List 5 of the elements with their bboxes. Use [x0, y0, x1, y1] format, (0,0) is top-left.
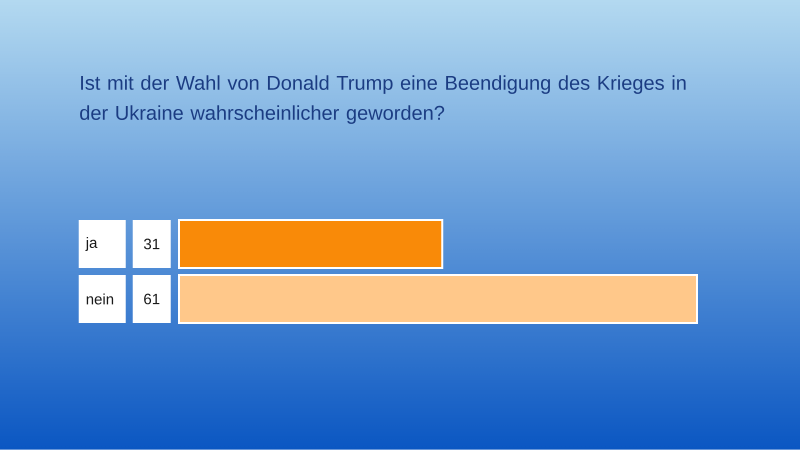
- y-tick-label: ja: [85, 237, 98, 251]
- data-label: 31: [144, 238, 160, 250]
- y-tick-label: nein: [86, 293, 114, 305]
- chart-title: Ist mit der Wahl von Donald Trump eine Beendigung des Krieges in der Ukraine wahrscheinlicher geworden?: [80, 75, 686, 124]
- data-label: 61: [144, 294, 160, 304]
